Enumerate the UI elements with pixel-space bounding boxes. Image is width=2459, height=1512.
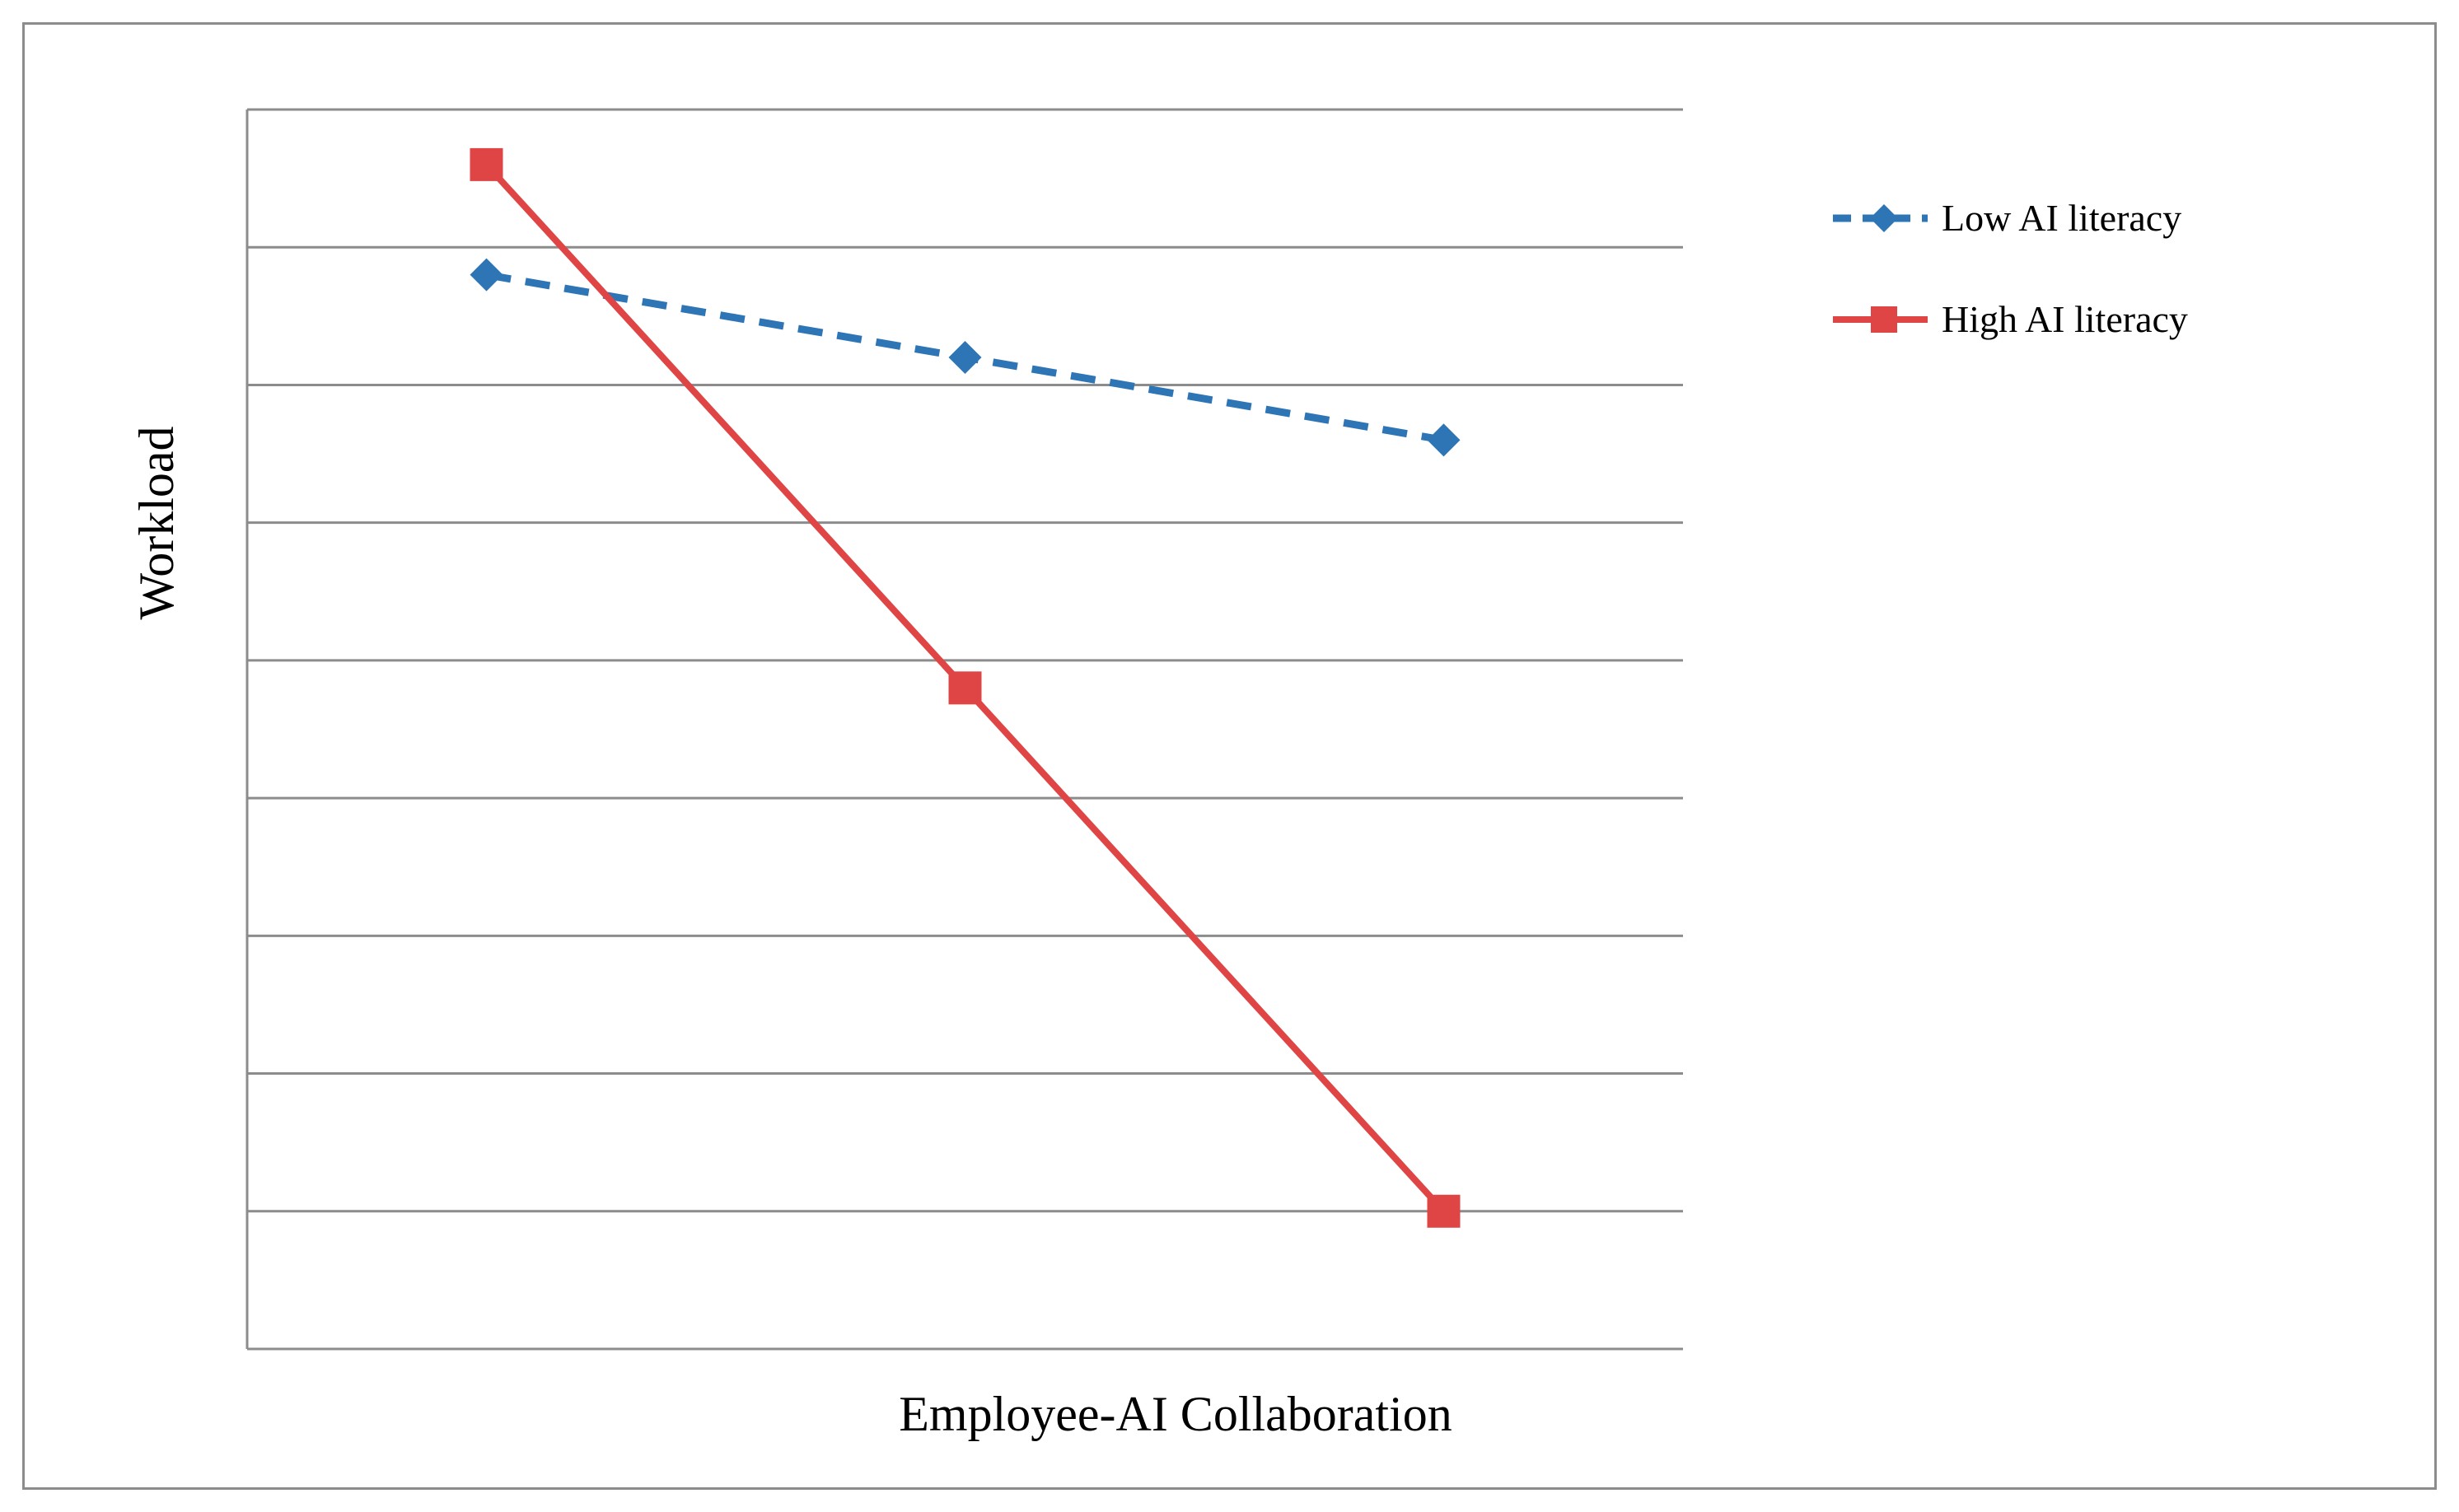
series-high-ai-literacy [470,147,1461,1228]
point-low-ai-literacy-2 [948,341,982,374]
legend: Low AI literacy High AI literacy [1833,197,2188,340]
legend-marker-high-ai-literacy [1871,306,1897,333]
x-axis-title: Employee-AI Collaboration [899,1387,1452,1441]
legend-marker-low-ai-literacy [1870,204,1898,232]
series-low-ai-literacy [470,258,1461,457]
series-layer [470,147,1461,1228]
chart-frame [22,22,2437,1490]
gridlines [247,108,1683,1213]
legend-item-high-ai-literacy: High AI literacy [1833,298,2188,340]
point-low-ai-literacy-1 [470,258,503,292]
legend-swatch-low-ai-literacy [1833,204,1928,232]
point-high-ai-literacy-2 [948,671,982,705]
legend-swatch-high-ai-literacy [1833,306,1928,333]
y-axis-title: Workload [129,426,184,619]
axes [245,110,1683,1351]
legend-item-low-ai-literacy: Low AI literacy [1833,197,2181,239]
point-high-ai-literacy-3 [1427,1194,1461,1228]
point-high-ai-literacy-1 [470,147,503,181]
point-low-ai-literacy-3 [1427,423,1461,457]
legend-label-high-ai-literacy: High AI literacy [1942,298,2188,340]
legend-label-low-ai-literacy: Low AI literacy [1942,197,2181,239]
